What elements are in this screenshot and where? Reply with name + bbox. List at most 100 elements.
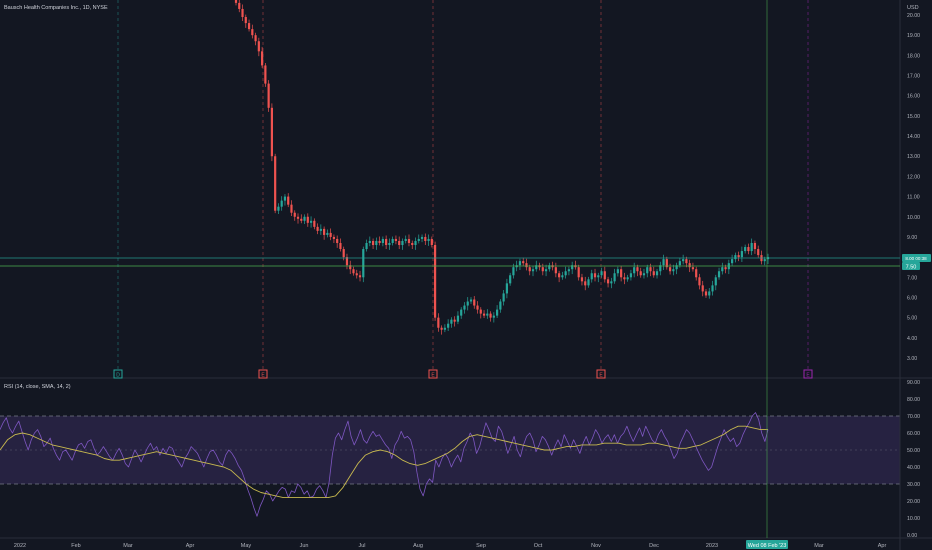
candle-body — [388, 242, 391, 246]
candle-body — [336, 238, 339, 243]
rsi-tick-label: 50.00 — [907, 448, 920, 454]
candle-body — [420, 236, 424, 239]
rsi-tick-label: 30.00 — [907, 482, 920, 488]
candle-body — [584, 281, 587, 286]
candle-body — [293, 212, 296, 217]
candle-body — [319, 228, 322, 231]
candle-body — [535, 265, 538, 270]
candle-body — [427, 238, 430, 241]
candle-body — [254, 35, 257, 42]
candle-body — [646, 267, 649, 274]
candle-body — [453, 319, 456, 322]
candle-body — [721, 267, 724, 272]
candle-body — [339, 242, 342, 250]
candle-body — [447, 323, 450, 328]
candle-body — [345, 257, 349, 266]
dividend-marker[interactable]: D — [113, 369, 123, 379]
candlestick-series — [234, 0, 770, 335]
svg-text:D: D — [116, 373, 120, 379]
candle-body — [247, 23, 251, 30]
candle-body — [352, 269, 355, 274]
candle-body — [567, 269, 571, 272]
symbol-title[interactable]: Bausch Health Companies Inc., 1D, NYSE — [4, 5, 108, 11]
last-price-badge-text: 8.00 00:38 — [905, 256, 927, 261]
crosshair-price-badge — [902, 262, 920, 270]
price-tick-label: 4.00 — [907, 336, 917, 342]
price-tick-label: 5.00 — [907, 316, 917, 322]
candle-body — [238, 2, 241, 9]
candle-body — [518, 261, 522, 266]
candle-body — [685, 259, 688, 264]
rsi-title[interactable]: RSI (14, close, SMA, 14, 2) — [4, 384, 71, 390]
price-tick-label: 16.00 — [907, 94, 920, 100]
candle-body — [558, 273, 561, 278]
candle-body — [257, 41, 260, 52]
candle-body — [724, 267, 727, 270]
time-axis-label: Jun — [300, 543, 309, 549]
candle-body — [264, 65, 267, 84]
future-earnings-marker[interactable]: E — [803, 369, 813, 379]
earnings-marker-3[interactable]: E — [596, 369, 606, 379]
candle-body — [482, 313, 486, 316]
candle-body — [316, 226, 319, 231]
time-axis-label: Oct — [534, 543, 543, 549]
price-axis[interactable]: 20.00 19.00 18.00 17.00 16.00 15.00 14.00 13.00… — [907, 13, 920, 362]
candle-body — [509, 275, 512, 284]
candle-body — [342, 249, 345, 258]
price-tick-label: 9.00 — [907, 235, 917, 241]
candle-body — [326, 232, 329, 235]
candle-body — [385, 238, 388, 246]
candle-body — [708, 291, 711, 296]
price-tick-label: 10.00 — [907, 215, 920, 221]
candle-body — [290, 204, 293, 213]
candle-body — [695, 269, 698, 278]
candle-body — [587, 279, 590, 286]
time-axis-label: 2023 — [706, 543, 718, 549]
rsi-series — [0, 412, 769, 517]
candle-body — [466, 301, 469, 306]
candle-body — [606, 279, 610, 284]
candle-body — [469, 299, 473, 302]
candle-body — [492, 315, 495, 318]
candle-body — [280, 200, 283, 207]
price-tick-label: 18.00 — [907, 53, 920, 59]
crosshair-date-badge — [746, 540, 788, 549]
candle-body — [234, 0, 238, 3]
candle-body — [554, 267, 557, 274]
candle-body — [564, 271, 567, 276]
candle-body — [296, 216, 300, 219]
candle-body — [251, 29, 254, 36]
candle-body — [623, 277, 626, 280]
time-axis-label: 2022 — [14, 543, 26, 549]
earnings-marker-1[interactable]: E — [258, 369, 268, 379]
svg-text:E: E — [599, 373, 603, 379]
candle-body — [737, 255, 740, 258]
time-axis[interactable]: 2022 Feb Mar Apr May Jun Jul Aug Sep Oct Nov Dec 202… — [14, 543, 887, 549]
candle-body — [590, 273, 593, 280]
price-tick-label: 17.00 — [907, 74, 920, 80]
candle-body — [571, 265, 574, 270]
candle-body — [512, 267, 515, 276]
candle-body — [394, 238, 398, 241]
candle-body — [283, 196, 287, 201]
crosshair-date-badge-text: Wed 08 Feb '23 — [748, 543, 787, 549]
candle-body — [430, 238, 433, 246]
candle-body — [398, 240, 401, 246]
candle-body — [486, 313, 489, 316]
rsi-axis[interactable]: 90.00 80.00 70.00 60.00 50.00 40.00 30.00 20.00… — [907, 380, 920, 539]
rsi-line — [0, 412, 769, 517]
candle-body — [401, 240, 404, 246]
candle-body — [496, 309, 499, 316]
time-axis-label: Feb — [71, 543, 80, 549]
candle-body — [698, 277, 701, 286]
earnings-marker-2[interactable]: E — [428, 369, 438, 379]
candle-body — [267, 83, 270, 108]
rsi-tick-label: 70.00 — [907, 414, 920, 420]
candle-body — [616, 269, 619, 274]
candle-body — [309, 220, 313, 223]
time-axis-label: Sep — [476, 543, 486, 549]
candle-body — [577, 267, 580, 278]
price-tick-label: 7.00 — [907, 275, 917, 281]
candle-body — [375, 240, 378, 246]
